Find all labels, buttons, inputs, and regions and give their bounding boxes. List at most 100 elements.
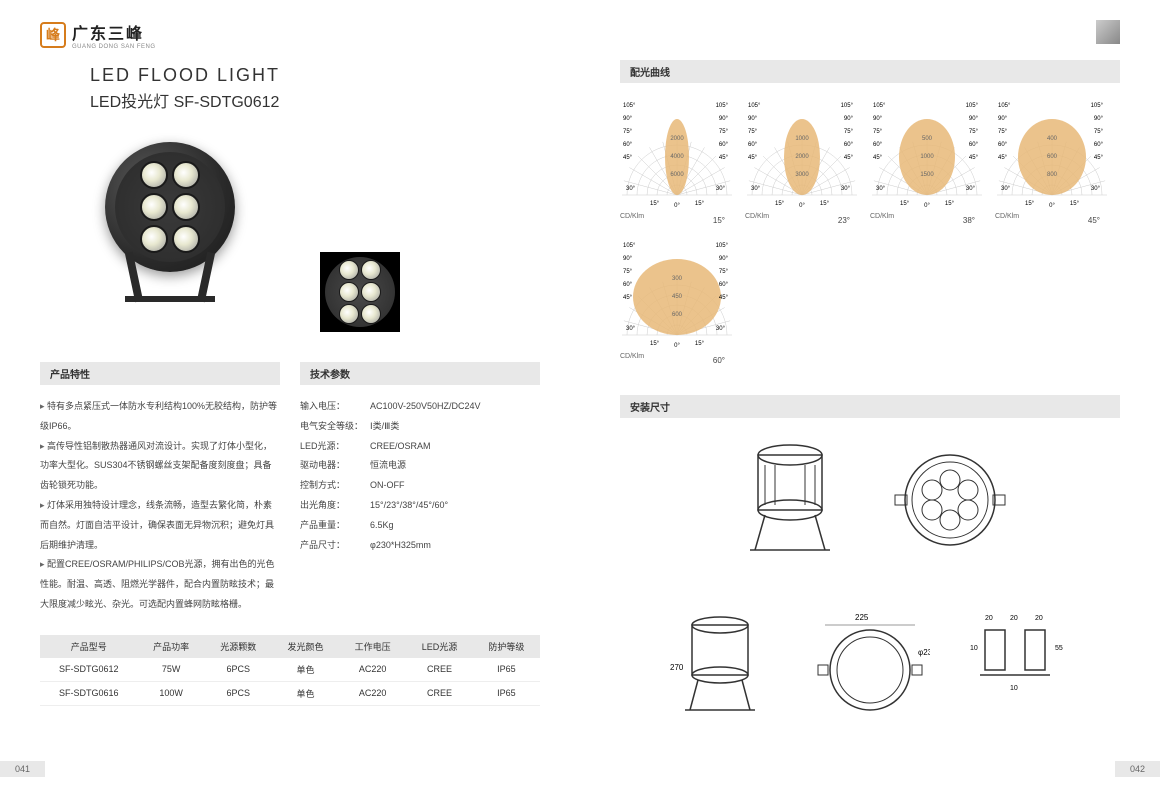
svg-text:45°: 45° (844, 155, 854, 161)
svg-text:400: 400 (1047, 136, 1058, 142)
svg-text:15°: 15° (1025, 201, 1035, 207)
svg-text:105°: 105° (1091, 103, 1104, 109)
spec-label: 出光角度： (300, 496, 370, 516)
svg-text:15°: 15° (695, 341, 705, 347)
svg-text:75°: 75° (623, 129, 633, 135)
svg-text:105°: 105° (748, 103, 761, 109)
svg-text:20: 20 (1035, 615, 1043, 622)
polar-angle-label: 38° (963, 216, 975, 225)
svg-text:10: 10 (970, 645, 978, 652)
svg-text:75°: 75° (1094, 129, 1104, 135)
logo-brand-en: GUANG DONG SAN FENG (72, 44, 156, 50)
specs-list: 输入电压：AC100V-250V50HZ/DC24V电气安全等级：Ⅰ类/Ⅲ类LE… (300, 397, 540, 555)
svg-text:15°: 15° (945, 201, 955, 207)
svg-text:90°: 90° (748, 116, 758, 122)
table-cell: 单色 (272, 681, 339, 705)
table-header-cell: 产品功率 (138, 635, 205, 658)
svg-text:105°: 105° (716, 103, 729, 109)
polar-angle-label: 60° (713, 356, 725, 365)
svg-text:90°: 90° (623, 256, 633, 262)
svg-text:105°: 105° (623, 103, 636, 109)
svg-text:15°: 15° (900, 201, 910, 207)
svg-text:60°: 60° (844, 142, 854, 148)
spec-value: ON-OFF (370, 476, 405, 496)
svg-text:6000: 6000 (670, 172, 684, 178)
spec-label: 输入电压： (300, 397, 370, 417)
features-list: 特有多点紧压式一体防水专利结构100%无胶结构，防护等级IP66。高传导性铝制散… (40, 397, 280, 615)
svg-text:60°: 60° (623, 142, 633, 148)
svg-text:90°: 90° (844, 116, 854, 122)
spec-value: 6.5Kg (370, 516, 394, 536)
svg-text:30°: 30° (626, 186, 636, 192)
spec-value: AC100V-250V50HZ/DC24V (370, 397, 481, 417)
spec-label: 控制方式： (300, 476, 370, 496)
svg-text:1500: 1500 (920, 172, 934, 178)
left-page: 峰 广东三峰 GUANG DONG SAN FENG LED FLOOD LIG… (0, 0, 580, 787)
svg-text:75°: 75° (844, 129, 854, 135)
svg-text:60°: 60° (1094, 142, 1104, 148)
corner-decoration-icon (1096, 20, 1120, 44)
specs-header: 技术参数 (300, 362, 540, 385)
svg-text:15°: 15° (650, 201, 660, 207)
spec-value: φ230*H325mm (370, 536, 431, 556)
svg-text:45°: 45° (969, 155, 979, 161)
svg-text:15°: 15° (695, 201, 705, 207)
svg-text:15°: 15° (775, 201, 785, 207)
right-page: 配光曲线 200040006000105°105°90°90°75°75°60°… (580, 0, 1160, 787)
spec-value: Ⅰ类/Ⅲ类 (370, 417, 399, 437)
title-chinese: LED投光灯 SF-SDTG0612 (90, 88, 540, 112)
logo-area: 峰 广东三峰 GUANG DONG SAN FENG (40, 20, 540, 50)
svg-text:60°: 60° (719, 282, 729, 288)
polar-chart: 400600800105°105°90°90°75°75°60°60°45°45… (995, 95, 1110, 225)
spec-row: 产品重量：6.5Kg (300, 516, 540, 536)
polar-charts-grid: 2000 4000 6000 105° 105° 90° 90° 75° 75° 60° 60° 45… (620, 95, 1120, 365)
svg-text:0°: 0° (924, 203, 930, 209)
table-header-cell: 防护等级 (473, 635, 540, 658)
feature-item: 灯体采用独特设计理念，线条流畅，造型去繁化简，朴素而自然。灯面自洁平设计，确保表… (40, 496, 280, 555)
svg-text:0°: 0° (674, 203, 680, 209)
spec-table: 产品型号产品功率光源颗数发光颜色工作电压LED光源防护等级 SF-SDTG061… (40, 635, 540, 706)
spec-label: LED光源： (300, 437, 370, 457)
svg-text:45°: 45° (719, 155, 729, 161)
svg-text:2000: 2000 (795, 154, 809, 160)
svg-text:60°: 60° (719, 142, 729, 148)
feature-item: 配置CREE/OSRAM/PHILIPS/COB光源，拥有出色的光色性能。耐温、… (40, 555, 280, 614)
svg-text:45°: 45° (1094, 155, 1104, 161)
table-cell: 6PCS (205, 658, 272, 682)
spec-row: 电气安全等级：Ⅰ类/Ⅲ类 (300, 417, 540, 437)
table-cell: IP65 (473, 658, 540, 682)
svg-text:30°: 30° (1091, 186, 1101, 192)
table-cell: 单色 (272, 658, 339, 682)
dimensions-header: 安装尺寸 (620, 395, 1120, 418)
dimension-drawings: 270 225 φ230 202020 (620, 430, 1120, 730)
table-header-cell: 光源颗数 (205, 635, 272, 658)
polar-angle-label: 45° (1088, 216, 1100, 225)
spec-row: 驱动电器：恒流电源 (300, 456, 540, 476)
spec-value: CREE/OSRAM (370, 437, 431, 457)
spec-value: 15°/23°/38°/45°/60° (370, 496, 448, 516)
svg-text:30°: 30° (1001, 186, 1011, 192)
svg-text:105°: 105° (873, 103, 886, 109)
table-header-cell: LED光源 (406, 635, 473, 658)
svg-text:75°: 75° (969, 129, 979, 135)
dim-diameter-label: φ230 (918, 648, 930, 657)
svg-text:45°: 45° (748, 155, 758, 161)
logo-icon: 峰 (40, 22, 66, 48)
spec-row: LED光源：CREE/OSRAM (300, 437, 540, 457)
svg-text:30°: 30° (626, 326, 636, 332)
svg-text:30°: 30° (841, 186, 851, 192)
svg-text:15°: 15° (650, 341, 660, 347)
polar-chart: 50010001500105°105°90°90°75°75°60°60°45°… (870, 95, 985, 225)
svg-text:75°: 75° (623, 269, 633, 275)
svg-text:20: 20 (1010, 615, 1018, 622)
svg-text:55: 55 (1055, 645, 1063, 652)
table-header-cell: 发光颜色 (272, 635, 339, 658)
features-header: 产品特性 (40, 362, 280, 385)
svg-text:90°: 90° (969, 116, 979, 122)
table-body: SF-SDTG061275W6PCS单色AC220CREEIP65SF-SDTG… (40, 658, 540, 706)
table-cell: SF-SDTG0616 (40, 681, 138, 705)
table-cell: SF-SDTG0612 (40, 658, 138, 682)
svg-text:600: 600 (1047, 154, 1058, 160)
svg-text:60°: 60° (873, 142, 883, 148)
svg-text:4000: 4000 (670, 154, 684, 160)
